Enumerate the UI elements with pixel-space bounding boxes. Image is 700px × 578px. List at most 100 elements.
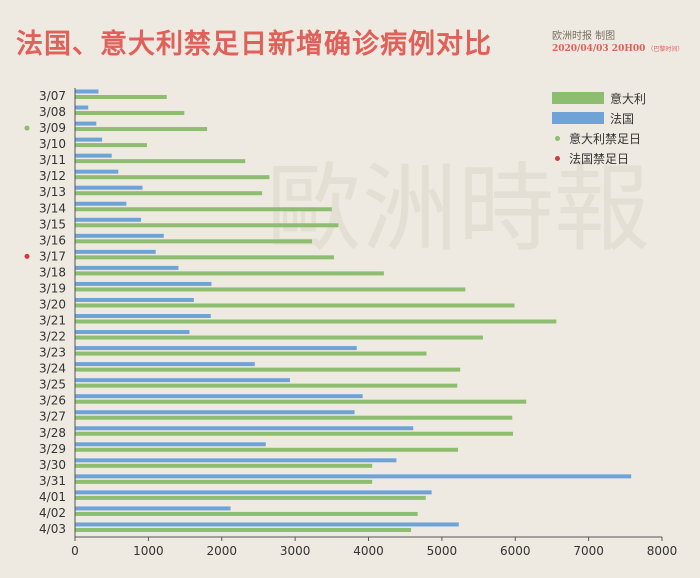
y-tick-label: 4/01: [39, 490, 66, 504]
bar-france: [75, 297, 194, 302]
y-tick-label: 3/18: [39, 265, 66, 279]
credit-datetime-line: 2020/04/03 20H00 （巴黎时间）: [552, 44, 692, 54]
bar-italy: [75, 383, 458, 388]
y-tick-label: 3/17: [39, 249, 66, 263]
legend-swatch-italy: [552, 92, 604, 104]
bar-france: [75, 169, 119, 174]
bar-italy: [75, 463, 373, 468]
x-tick-label: 3000: [280, 544, 311, 558]
legend-dot-france-lockdown: [555, 155, 560, 161]
bar-italy: [75, 191, 263, 196]
y-tick-label: 3/16: [39, 233, 66, 247]
bar-italy: [75, 351, 427, 356]
y-tick-label: 3/15: [39, 217, 66, 231]
y-tick-label: 3/08: [39, 105, 66, 119]
bar-france: [75, 426, 414, 431]
credit-block: 欧洲时报 制图 2020/04/03 20H00 （巴黎时间）: [552, 27, 692, 54]
credit-datetime: 2020/04/03 20H00: [552, 44, 646, 54]
y-tick-label: 3/14: [39, 201, 66, 215]
bar-france: [75, 89, 99, 94]
bar-france: [75, 522, 459, 527]
legend: 意大利 法国 意大利禁足日 法国禁足日: [552, 88, 646, 168]
bar-france: [75, 490, 432, 495]
y-tick-label: 3/12: [39, 169, 66, 183]
legend-item-italy: 意大利: [552, 88, 646, 108]
legend-dot-italy-lockdown: [555, 135, 560, 141]
x-tick-label: 4000: [353, 544, 384, 558]
bar-france: [75, 105, 89, 110]
bar-italy: [75, 335, 483, 340]
bar-italy: [75, 255, 335, 260]
bar-italy: [75, 127, 208, 132]
legend-item-italy-lockdown: 意大利禁足日: [552, 128, 646, 148]
y-tick-label: 4/02: [39, 506, 66, 520]
y-tick-label: 3/28: [39, 426, 66, 440]
y-tick-label: 3/31: [39, 474, 66, 488]
y-tick-label: 3/21: [39, 314, 66, 328]
bar-italy: [75, 95, 167, 99]
legend-label-italy-lockdown: 意大利禁足日: [569, 131, 642, 146]
legend-label-france-lockdown: 法国禁足日: [569, 151, 630, 166]
y-tick-label: 3/30: [39, 458, 66, 472]
bar-italy: [75, 287, 466, 292]
bar-italy: [75, 511, 418, 516]
y-tick-label: 3/13: [39, 185, 66, 199]
x-tick-label: 8000: [647, 544, 678, 558]
bar-france: [75, 185, 143, 190]
y-tick-label: 3/27: [39, 410, 66, 424]
bar-france: [75, 410, 355, 415]
legend-swatch-france: [552, 112, 604, 124]
bar-italy: [75, 415, 513, 420]
legend-label-france: 法国: [610, 111, 635, 126]
bar-italy: [75, 479, 373, 484]
credit-timezone: （巴黎时间）: [647, 46, 684, 53]
y-tick-label: 3/19: [39, 281, 66, 295]
bar-france: [75, 442, 266, 447]
bar-italy: [75, 239, 313, 244]
bar-france: [75, 281, 212, 286]
legend-label-italy: 意大利: [610, 91, 647, 106]
y-tick-label: 3/29: [39, 442, 66, 456]
y-tick-label: 3/26: [39, 394, 66, 408]
x-tick-label: 7000: [573, 544, 604, 558]
bar-france: [75, 330, 190, 335]
bar-france: [75, 362, 255, 367]
bar-italy: [75, 111, 185, 116]
chart-title: 法国、意大利禁足日新增确诊病例对比: [16, 29, 492, 60]
y-tick-label: 3/25: [39, 378, 66, 392]
france-lockdown-marker: [24, 253, 30, 259]
bar-italy: [75, 527, 412, 532]
y-tick-label: 3/22: [39, 330, 66, 344]
x-tick-label: 0: [71, 544, 79, 558]
y-tick-label: 3/24: [39, 362, 66, 376]
bar-italy: [75, 143, 147, 148]
bar-italy: [75, 367, 461, 372]
bar-italy: [75, 447, 459, 452]
x-tick-label: 1000: [133, 544, 164, 558]
bar-france: [75, 474, 632, 479]
bar-france: [75, 121, 97, 126]
bar-italy: [75, 207, 332, 212]
bar-france: [75, 265, 179, 270]
bar-france: [75, 378, 290, 383]
bar-italy: [75, 495, 426, 500]
y-tick-label: 3/23: [39, 346, 66, 360]
credit-source: 欧洲时报 制图: [552, 31, 616, 42]
bar-italy: [75, 223, 339, 228]
bar-france: [75, 249, 156, 254]
bar-italy: [75, 399, 527, 404]
bar-france: [75, 153, 112, 158]
bar-italy: [75, 159, 246, 164]
y-tick-label: 3/20: [39, 297, 66, 311]
bar-italy: [75, 271, 384, 276]
bar-italy: [75, 303, 515, 308]
italy-lockdown-marker: [24, 125, 30, 131]
y-tick-label: 3/07: [39, 89, 66, 103]
bar-italy: [75, 319, 557, 324]
bar-italy: [75, 431, 514, 436]
bar-france: [75, 346, 357, 351]
x-tick-label: 2000: [206, 544, 237, 558]
bar-france: [75, 217, 142, 222]
legend-item-france: 法国: [552, 108, 646, 128]
